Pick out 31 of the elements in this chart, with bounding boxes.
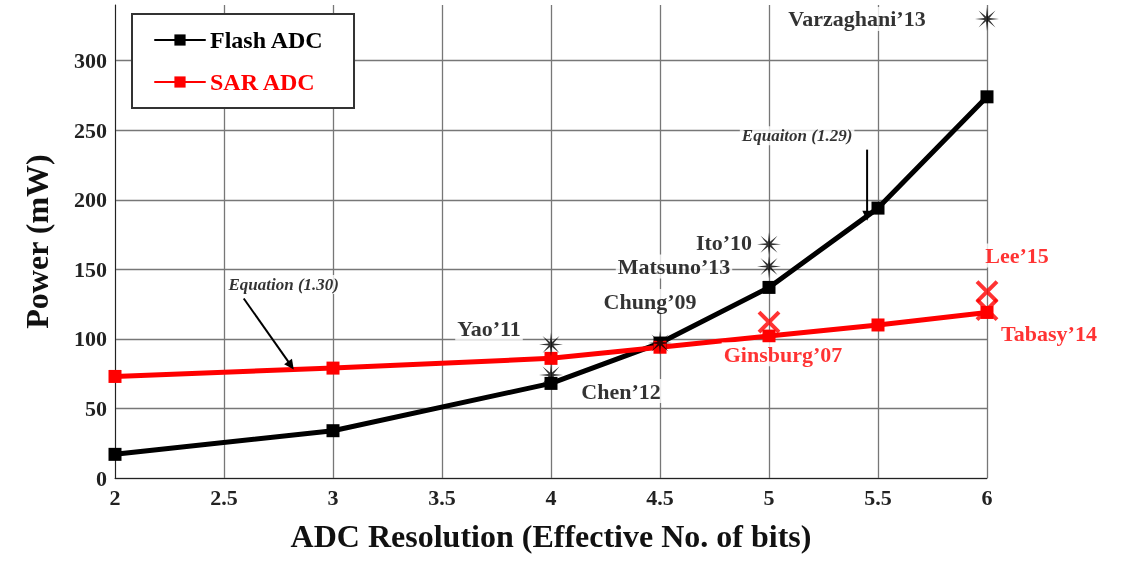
y-tick-label: 100 xyxy=(74,326,107,352)
x-tick-label: 3.5 xyxy=(428,484,456,510)
annotation: Chen’12 xyxy=(581,378,661,404)
annotation: Lee’15 xyxy=(985,243,1049,269)
x-tick-label: 2.5 xyxy=(210,484,238,510)
annotation: Equaiton (1.29) xyxy=(740,126,853,146)
annotation: Tabasy’14 xyxy=(1001,321,1097,347)
y-tick-label: 250 xyxy=(74,117,107,143)
annotation: Ito’10 xyxy=(695,229,753,255)
x-tick-label: 5.5 xyxy=(864,484,892,510)
annotation: Equation (1.30) xyxy=(227,274,340,294)
annotation: Chung’09 xyxy=(603,288,697,314)
x-axis-title: ADC Resolution (Effective No. of bits) xyxy=(290,518,812,554)
annotation: Varzaghani’13 xyxy=(788,6,926,32)
x-tick-label: 5 xyxy=(763,484,775,510)
x-tick-label: 3 xyxy=(327,484,339,510)
annotation: Matsuno’13 xyxy=(617,254,731,280)
y-tick-label: 50 xyxy=(85,395,107,421)
y-axis-title: Power (mW) xyxy=(19,154,55,329)
annotation: Yao’11 xyxy=(457,315,521,341)
annotation: Ginsburg’07 xyxy=(723,341,843,367)
legend-label: SAR ADC xyxy=(210,69,315,95)
y-tick-label: 200 xyxy=(74,187,107,213)
legend-label: Flash ADC xyxy=(210,27,323,53)
x-tick-label: 4 xyxy=(545,484,557,510)
x-tick-label: 2 xyxy=(109,484,121,510)
y-tick-label: 0 xyxy=(96,465,107,491)
y-tick-label: 150 xyxy=(74,256,107,282)
x-tick-label: 4.5 xyxy=(646,484,674,510)
y-tick-label: 300 xyxy=(74,48,107,74)
x-tick-label: 6 xyxy=(981,484,993,510)
